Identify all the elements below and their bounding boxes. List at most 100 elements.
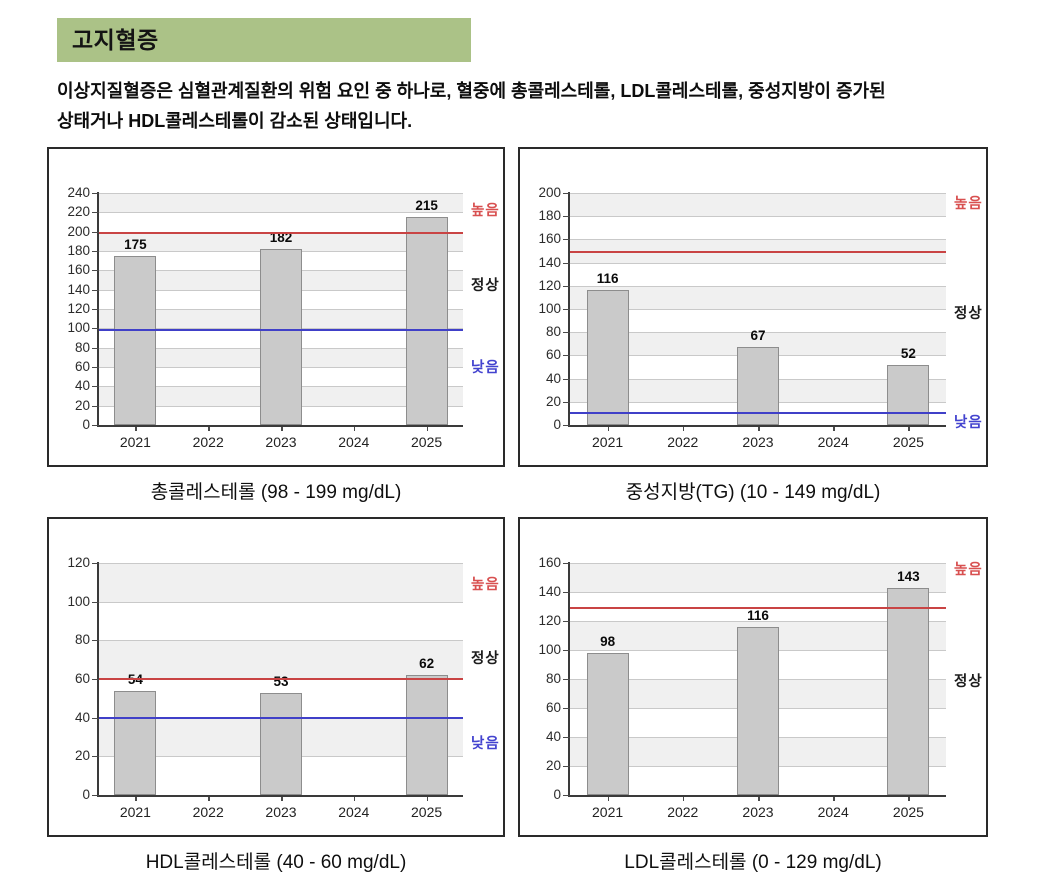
gridline bbox=[99, 563, 463, 564]
ref-line-high bbox=[570, 606, 946, 609]
x-tick bbox=[758, 427, 760, 431]
x-tick bbox=[908, 797, 910, 801]
y-tick bbox=[563, 766, 570, 767]
y-tick bbox=[563, 355, 570, 357]
ref-line-low bbox=[99, 329, 463, 332]
zone-label-normal: 정상 bbox=[954, 674, 983, 690]
y-axis-line bbox=[568, 562, 570, 795]
x-tick bbox=[353, 797, 356, 801]
gridline bbox=[570, 309, 946, 310]
y-tick-label: 80 bbox=[545, 671, 561, 686]
y-tick-label: 60 bbox=[545, 700, 561, 715]
y-tick bbox=[563, 592, 570, 593]
bar-2025 bbox=[887, 587, 930, 795]
zone-label-normal: 정상 bbox=[471, 277, 500, 294]
gridline bbox=[570, 216, 946, 218]
bar-value-2025: 143 bbox=[897, 568, 920, 584]
gridline bbox=[99, 640, 463, 642]
y-tick-label: 160 bbox=[538, 555, 561, 570]
zone-label-normal: 정상 bbox=[954, 306, 983, 323]
y-tick bbox=[563, 216, 570, 218]
y-tick-label: 80 bbox=[74, 632, 90, 648]
y-tick bbox=[92, 328, 99, 330]
x-axis-line bbox=[568, 425, 946, 427]
gridline bbox=[570, 285, 946, 287]
plot-stripe bbox=[570, 563, 946, 592]
gridline bbox=[570, 332, 946, 334]
y-tick-label: 200 bbox=[538, 185, 561, 200]
description-line-1: 이상지질혈증은 심혈관계질환의 위험 요인 중 하나로, 혈중에 총콜레스테롤,… bbox=[57, 81, 886, 101]
x-tick bbox=[135, 427, 137, 431]
chart-caption-total-cholesterol: 총콜레스테롤 (98 - 199 mg/dL) bbox=[150, 481, 402, 503]
x-tick bbox=[758, 797, 760, 801]
y-tick bbox=[563, 563, 570, 564]
y-tick-label: 0 bbox=[82, 417, 90, 432]
y-tick bbox=[563, 332, 570, 334]
bar-2021 bbox=[586, 290, 629, 425]
gridline bbox=[570, 262, 946, 264]
y-tick bbox=[563, 285, 570, 287]
y-tick bbox=[563, 650, 570, 651]
y-tick bbox=[92, 601, 99, 603]
zone-label-low: 낮음 bbox=[471, 735, 500, 752]
x-axis-line bbox=[568, 795, 946, 797]
y-tick bbox=[563, 679, 570, 680]
y-tick-label: 20 bbox=[545, 758, 561, 773]
y-tick bbox=[92, 563, 99, 564]
bar-2021 bbox=[586, 652, 629, 795]
y-tick bbox=[92, 289, 99, 291]
x-tick-label-2025: 2025 bbox=[411, 804, 443, 820]
bar-value-2021: 98 bbox=[600, 633, 616, 649]
plot-stripe bbox=[99, 231, 463, 251]
y-axis-line bbox=[97, 192, 99, 425]
x-tick bbox=[682, 427, 685, 431]
y-tick bbox=[92, 193, 99, 194]
y-tick bbox=[92, 405, 99, 407]
y-tick-label: 120 bbox=[67, 555, 90, 570]
gridline bbox=[570, 563, 946, 564]
plot-stripe bbox=[99, 563, 463, 602]
zone-label-high: 높음 bbox=[471, 203, 500, 220]
y-tick bbox=[92, 309, 99, 310]
y-tick-label: 60 bbox=[74, 359, 90, 374]
plot-stripe bbox=[99, 640, 463, 679]
bar-value-2023: 182 bbox=[269, 230, 293, 246]
x-tick-label-2021: 2021 bbox=[592, 804, 624, 820]
gridline bbox=[570, 621, 946, 622]
y-tick-label: 40 bbox=[545, 370, 561, 386]
x-axis-line bbox=[97, 425, 463, 427]
y-tick-label: 60 bbox=[74, 671, 90, 686]
y-tick bbox=[563, 737, 570, 738]
y-tick bbox=[563, 378, 570, 380]
x-tick bbox=[135, 797, 137, 801]
x-tick bbox=[833, 797, 835, 801]
y-tick-label: 120 bbox=[67, 301, 90, 316]
y-tick bbox=[92, 367, 99, 368]
plot-stripe bbox=[99, 601, 463, 641]
bar-2021 bbox=[114, 255, 157, 425]
y-tick bbox=[563, 708, 570, 709]
x-tick-label-2021: 2021 bbox=[119, 434, 151, 450]
plot-stripe bbox=[570, 262, 946, 286]
x-tick-label-2023: 2023 bbox=[742, 804, 774, 820]
x-tick-label-2024: 2024 bbox=[817, 804, 849, 820]
bar-2025 bbox=[405, 217, 448, 425]
ref-line-high bbox=[99, 231, 463, 234]
y-tick bbox=[563, 425, 570, 426]
bar-value-2021: 116 bbox=[596, 271, 619, 287]
plot-stripe bbox=[570, 239, 946, 263]
y-tick bbox=[92, 347, 99, 349]
plot-stripe bbox=[570, 193, 946, 217]
y-tick bbox=[92, 679, 99, 680]
y-tick bbox=[92, 386, 99, 388]
plot-stripe bbox=[570, 285, 946, 309]
bar-value-2023: 67 bbox=[750, 328, 766, 344]
y-tick-label: 120 bbox=[538, 613, 561, 628]
y-tick-label: 120 bbox=[538, 277, 561, 293]
x-tick-label-2023: 2023 bbox=[265, 434, 297, 450]
y-tick-label: 140 bbox=[538, 254, 561, 270]
y-tick-label: 20 bbox=[74, 748, 90, 764]
y-tick-label: 40 bbox=[74, 709, 90, 725]
y-tick-label: 40 bbox=[74, 378, 90, 394]
